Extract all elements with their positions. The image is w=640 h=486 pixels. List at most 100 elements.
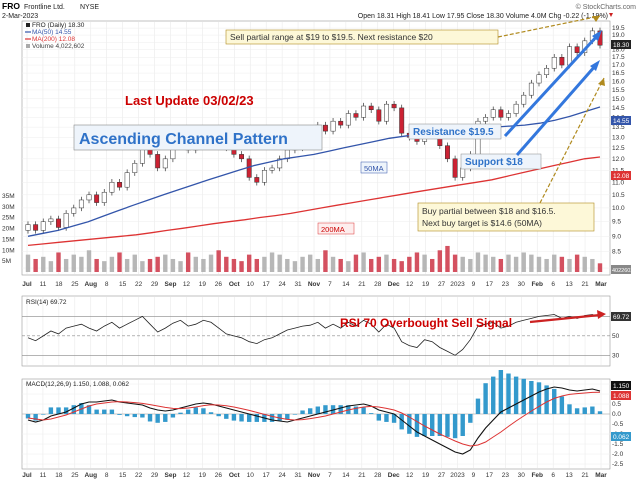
ma50-badge [611,116,631,125]
ma200-line [27,156,601,247]
x-tick-label-bottom: Jul [22,472,32,479]
macd-histogram-bar [323,405,328,414]
candle-body [368,105,374,110]
volume-bar [536,256,542,272]
macd-histogram-bar [338,405,343,414]
candle-body [384,103,389,122]
signal-badge [611,391,631,400]
macd-histogram-bar [307,408,313,414]
macd-tick-label: 0.0 [612,411,621,418]
x-tick-label-bottom: Nov [308,472,321,479]
x-tick-label-bottom: 31 [294,472,302,479]
price-tick-label: 12.5 [612,145,625,152]
x-tick-label: Feb [531,281,543,288]
x-tick-label: 21 [358,281,366,288]
x-tick-label-bottom: 7 [328,472,332,479]
volume-bar [323,250,328,272]
volume-bar [86,250,92,272]
volume-bar [445,245,450,272]
macd-histogram-bar [559,396,565,414]
macd-histogram-bar [254,414,259,422]
x-tick-label: 17 [263,281,271,288]
candle-body [71,207,77,214]
volume-bar [452,254,458,272]
x-tick-label: Oct [229,281,241,288]
macd-histogram-bar [498,370,504,414]
macd-histogram-bar [292,414,298,415]
price-badge [611,40,631,49]
macd-histogram-bar [239,414,244,422]
volume-bar [163,254,168,272]
macd-histogram-bar [430,414,435,436]
rsi-series [27,314,601,356]
macd-histogram-bar [536,382,542,414]
price-tick-label: 15.0 [612,96,625,103]
candle-body [330,120,336,132]
ma200-tag: 200MA [321,225,345,234]
macd-histogram-bar [132,414,137,418]
macd-histogram-bar [63,407,69,414]
x-tick-label-bottom: 12 [183,472,191,479]
x-tick-label-bottom: 28 [374,472,382,479]
candle-body [33,224,39,231]
candle-body [78,199,84,209]
macd-histogram-bar [216,414,221,417]
candle-body [483,117,489,122]
rsi-tick-label: 50 [612,333,620,340]
volume-bar [346,261,351,272]
last-update-note: Last Update 03/02/23 [125,93,254,108]
macd-histogram-bar [147,414,153,422]
volume-bar [567,258,572,272]
macd-histogram-bar [56,407,61,414]
macd-histogram-bar [590,406,595,414]
signal-line [27,391,601,447]
volume-bar [292,261,298,272]
macd-histogram-bar [544,385,549,414]
macd-histogram-bar [140,414,145,418]
rsi-arrow-head-icon [597,310,606,319]
volume-bar [170,258,176,272]
volume-bar [574,254,580,272]
price-tick-label: 11.0 [612,179,625,186]
macd-histogram-bar [117,414,122,415]
ma50-badge-value: 14.55 [613,118,630,125]
volume-bar [376,256,382,272]
volume-bar [33,258,38,272]
x-tick-label-bottom: 2023 [450,472,465,479]
candle-body [261,170,267,183]
x-tick-label: 29 [151,281,159,288]
volume-bar [102,261,107,272]
volume-bar [124,258,130,272]
resistance-label: Resistance $19.5 [413,127,494,138]
candle-body [277,158,283,169]
volume-bar [254,258,259,272]
volume-bar [369,258,374,272]
macd-tick-label: -2.0 [612,451,624,458]
volume-bar [552,254,557,272]
volume-tick-label: 5M [2,258,11,265]
candle-body [399,107,405,134]
x-tick-label-bottom: 26 [215,472,223,479]
macd-histogram-bar [71,405,76,414]
price-tick-label: 9.0 [612,233,621,240]
channel-lower-arrow-icon [590,60,600,71]
macd-histogram-bar [185,409,191,414]
support-label: Support $18 [465,157,523,168]
x-tick-label: 19 [199,281,207,288]
channel-upper-line [503,33,600,138]
volume-bar [48,261,54,272]
resistance-box [408,123,502,140]
macd-tick-label: -2.5 [612,461,624,468]
macd-histogram-bar [422,414,427,436]
macd-histogram-bar [208,412,214,414]
buy-note-box [417,202,595,232]
price-tick-label: 16.0 [612,78,625,85]
volume-tick-label: 30M [2,204,15,211]
price-tick-label: 13.0 [612,134,625,141]
company-name: Frontline Ltd. [24,4,65,11]
volume-bar [437,250,443,272]
price-tick-label: 18.0 [612,47,625,54]
macd-histogram-bar [155,414,160,423]
x-tick-label: 19 [422,281,430,288]
